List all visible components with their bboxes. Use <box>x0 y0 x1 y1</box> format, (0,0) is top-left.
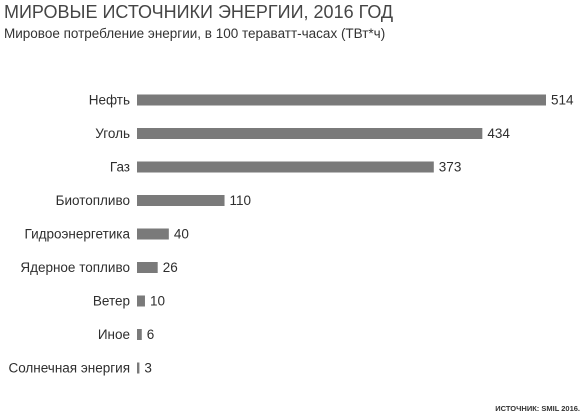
category-label-7: Ветер <box>93 294 130 309</box>
value-label-7: 10 <box>150 294 165 309</box>
category-label-3: Газ <box>110 160 130 175</box>
chart-title: МИРОВЫЕ ИСТОЧНИКИ ЭНЕРГИИ, 2016 ГОД <box>4 2 394 22</box>
value-label-3: 373 <box>439 160 462 175</box>
bar-5 <box>137 228 169 240</box>
value-label-6: 26 <box>163 260 178 275</box>
value-label-5: 40 <box>174 227 189 242</box>
bar-8 <box>137 329 142 340</box>
bars-group <box>137 94 546 374</box>
bar-9 <box>137 362 140 374</box>
bar-3 <box>137 161 434 173</box>
value-label-8: 6 <box>147 327 155 342</box>
category-label-5: Гидроэнергетика <box>25 227 131 242</box>
category-label-2: Уголь <box>95 126 130 141</box>
category-label-8: Иное <box>98 327 130 342</box>
chart-subtitle: Мировое потребление энергии, в 100 терав… <box>4 26 386 41</box>
category-label-6: Ядерное топливо <box>20 260 130 275</box>
bar-6 <box>137 262 158 273</box>
labels-group: Нефть 514 Уголь 434 Газ 373 Биотопливо 110 Гидро… <box>8 93 574 376</box>
value-label-2: 434 <box>487 126 510 141</box>
category-label-1: Нефть <box>89 93 130 108</box>
source-note: ИСТОЧНИК: SMIL 2016. <box>495 404 580 413</box>
value-label-4: 110 <box>230 193 252 208</box>
bar-2 <box>137 128 483 139</box>
bar-1 <box>137 94 546 106</box>
category-label-4: Биотопливо <box>56 193 130 208</box>
bar-7 <box>137 295 145 307</box>
bar-4 <box>137 195 225 206</box>
category-label-9: Солнечная энергия <box>8 361 130 376</box>
value-label-1: 514 <box>551 93 574 108</box>
value-label-9: 3 <box>144 361 152 376</box>
